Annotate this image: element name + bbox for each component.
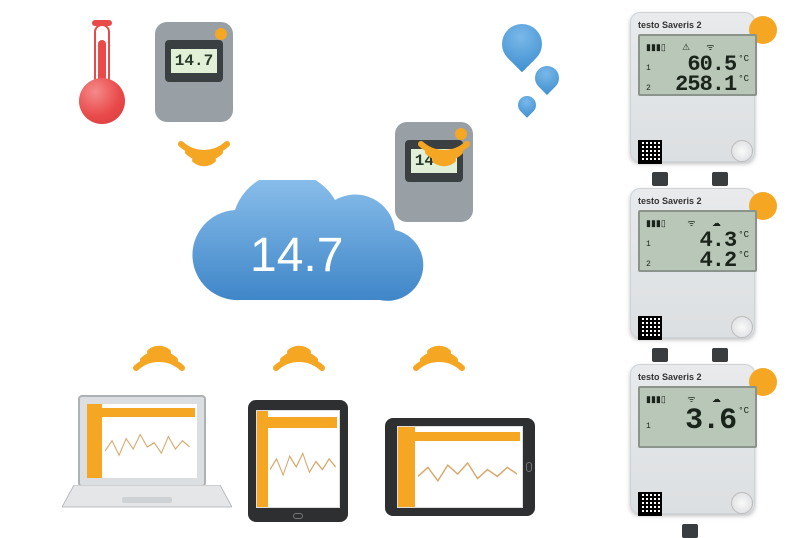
thermometer-icon: [72, 20, 132, 130]
qr-code-icon: [638, 140, 662, 164]
sensor-lcd: 14.7: [165, 40, 223, 82]
chart-sidebar: [398, 427, 415, 507]
product-lcd: ▮▮▮▯ ᯤ ☁ 14.3°C 24.2°C: [638, 210, 757, 272]
sensor-port: [682, 524, 698, 538]
chart-sidebar: [257, 411, 268, 507]
chart-header: [102, 408, 194, 417]
water-drop-icon: [514, 92, 539, 117]
product-label: testo Saveris 2: [638, 20, 702, 30]
lcd-status-icons: ▮▮▮▯ ᯤ ☁: [646, 216, 749, 228]
product-device-1: testo Saveris 2 ▮▮▮▯ ⚠ ᯤ 160.5°C 2258.1°…: [620, 6, 775, 178]
chart-screen: [86, 403, 198, 479]
sensor-reading: 14.7: [171, 49, 217, 73]
chart-line: [418, 445, 517, 501]
reading-value: 3.6: [685, 404, 736, 438]
product-lcd: ▮▮▮▯ ᯤ ☁ 13.6°C: [638, 386, 757, 448]
water-drop-icon: [530, 61, 564, 95]
lcd-status-icons: ▮▮▮▯ ⚠ ᯤ: [646, 40, 749, 52]
chart-line: [270, 432, 336, 499]
qr-code-icon: [638, 492, 662, 516]
lcd-status-icons: ▮▮▮▯ ᯤ ☁: [646, 392, 749, 404]
wifi-icon: [415, 138, 473, 182]
thermo-bulb: [79, 78, 125, 124]
cloud-value: 14.7: [250, 228, 343, 283]
wifi-icon: [175, 138, 233, 182]
laptop-icon: [62, 395, 232, 520]
device-button: [731, 492, 753, 514]
reading-value: 258.1: [675, 72, 736, 97]
product-label: testo Saveris 2: [638, 372, 702, 382]
wifi-icon: [130, 330, 188, 374]
tablet-landscape-icon: [385, 418, 535, 516]
product-lcd: ▮▮▮▯ ⚠ ᯤ 160.5°C 2258.1°C: [638, 34, 757, 96]
product-label: testo Saveris 2: [638, 196, 702, 206]
thermo-cap: [92, 20, 112, 26]
brand-dot: [215, 28, 227, 40]
wifi-icon: [270, 330, 328, 374]
chart-screen: [256, 410, 340, 508]
home-button: [293, 513, 303, 519]
tablet-portrait-icon: [248, 400, 348, 522]
qr-code-icon: [638, 316, 662, 340]
laptop-base: [62, 485, 232, 515]
product-device-2: testo Saveris 2 ▮▮▮▯ ᯤ ☁ 14.3°C 24.2°C: [620, 182, 775, 354]
device-button: [731, 316, 753, 338]
sensor-device-1: 14.7: [155, 22, 233, 122]
water-drop-icon: [494, 16, 551, 73]
device-button: [731, 140, 753, 162]
chart-header: [268, 417, 337, 429]
wifi-icon: [410, 330, 468, 374]
chart-sidebar: [87, 404, 102, 478]
home-button: [526, 462, 532, 472]
chart-header: [415, 432, 519, 442]
product-device-3: testo Saveris 2 ▮▮▮▯ ᯤ ☁ 13.6°C: [620, 358, 775, 530]
chart-line: [105, 420, 193, 472]
chart-screen: [397, 426, 523, 508]
reading-value: 4.2: [700, 248, 737, 273]
